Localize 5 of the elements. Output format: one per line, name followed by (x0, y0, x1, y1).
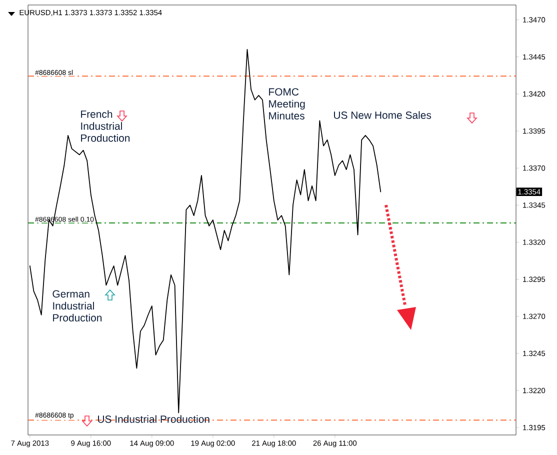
annotation: French Industrial Production (81, 110, 130, 142)
annotation: FOMC Meeting Minutes (269, 88, 305, 120)
annotation: German Industrial Production (52, 290, 102, 322)
annotation: US New Home Sales (334, 111, 432, 119)
annotation: US Industrial Production (98, 415, 210, 423)
